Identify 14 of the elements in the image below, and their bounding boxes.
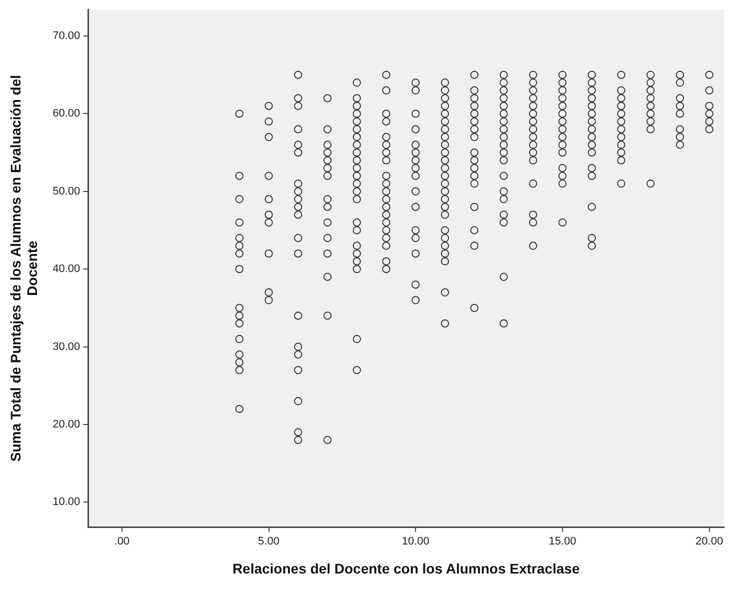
x-tick-label: 20.00 xyxy=(696,536,724,548)
x-tick-label: 5.00 xyxy=(258,536,280,548)
x-tick-label: 10.00 xyxy=(402,536,430,548)
x-tick-label: .00 xyxy=(114,536,130,548)
y-tick-label: 10.00 xyxy=(52,496,80,508)
y-tick-label: 70.00 xyxy=(52,30,80,42)
y-tick-label: 60.00 xyxy=(52,108,80,120)
x-axis-title: Relaciones del Docente con los Alumnos Extraclase xyxy=(232,560,580,576)
x-tick-label: 15.00 xyxy=(548,536,576,548)
y-tick-label: 40.00 xyxy=(52,263,80,276)
y-tick-label: 30.00 xyxy=(52,340,80,353)
y-tick-label: 20.00 xyxy=(52,418,80,430)
y-tick-label: 50.00 xyxy=(52,185,80,198)
y-axis-title: Suma Total de Puntajes de los Alumnos en Evaluación del Docente xyxy=(7,74,40,462)
